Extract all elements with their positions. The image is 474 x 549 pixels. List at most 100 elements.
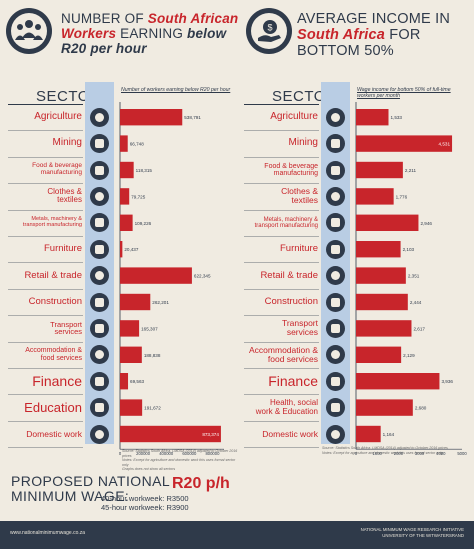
shirt-icon bbox=[326, 186, 345, 206]
sector-label-line: work & Education bbox=[255, 406, 318, 416]
x-tick-label: 200000 bbox=[136, 451, 151, 455]
footer: www.nationalminimumwage.co.za NATIONAL M… bbox=[0, 521, 474, 549]
icon-glyph bbox=[95, 165, 104, 175]
icon-glyph bbox=[331, 403, 340, 413]
left-sector-header: SECTOR bbox=[36, 88, 102, 105]
left-header-rule bbox=[8, 104, 83, 105]
money-icon bbox=[90, 371, 109, 391]
bar bbox=[120, 267, 192, 284]
icon-glyph bbox=[95, 350, 104, 360]
sector-label-line: manufacturing bbox=[40, 169, 82, 176]
icon-glyph bbox=[331, 376, 340, 386]
sector-label-line: Transport bbox=[50, 319, 82, 329]
x-tick-label: 5000 bbox=[457, 451, 467, 455]
bar-value-label: 873,374 bbox=[202, 432, 219, 437]
right-sector-label: Construction bbox=[238, 297, 318, 307]
bar bbox=[356, 267, 406, 284]
bar-value-label: 4,531 bbox=[439, 142, 451, 147]
sector-label-line: Metals, machinery & bbox=[31, 215, 82, 222]
icon-glyph bbox=[95, 323, 104, 333]
left-bar-chart: 538,791 66,748 118,315 79,725 109,226 20,437 6… bbox=[119, 102, 224, 455]
right-sector-label: Clothes & textiles bbox=[238, 187, 318, 205]
truck-icon bbox=[90, 318, 109, 338]
bar-value-label: 2,680 bbox=[415, 406, 427, 411]
mining-helmet-icon bbox=[90, 134, 109, 154]
row-divider bbox=[244, 130, 319, 132]
left-sector-label: Domestic work bbox=[2, 429, 82, 439]
truck-icon bbox=[326, 318, 345, 338]
sector-label-line: Agriculture bbox=[34, 110, 82, 122]
icon-glyph bbox=[331, 350, 340, 360]
bar-value-label: 191,672 bbox=[144, 406, 161, 411]
bar bbox=[356, 399, 413, 416]
bar bbox=[356, 373, 440, 390]
workers-group-icon bbox=[6, 8, 52, 54]
hardhat-icon bbox=[90, 292, 109, 312]
cutlery-icon bbox=[326, 160, 345, 180]
icon-glyph bbox=[331, 165, 340, 175]
bar bbox=[120, 320, 140, 337]
right-sector-header: SECTOR bbox=[272, 88, 338, 105]
row-divider bbox=[244, 288, 319, 290]
bar bbox=[356, 109, 389, 126]
shirt-icon bbox=[90, 186, 109, 206]
row-divider bbox=[8, 341, 83, 343]
icon-glyph bbox=[331, 244, 340, 254]
bar-value-label: 109,226 bbox=[135, 221, 152, 226]
sector-label-line: textiles bbox=[57, 195, 82, 205]
icon-glyph bbox=[95, 403, 104, 413]
sector-label-line: textiles bbox=[291, 195, 318, 206]
sector-label-line: Finance bbox=[32, 372, 82, 389]
bar-value-label: 538,791 bbox=[184, 115, 201, 120]
x-tick-label: 400000 bbox=[159, 451, 174, 455]
bar-value-label: 66,748 bbox=[130, 142, 144, 147]
left-sector-label: Education bbox=[2, 401, 82, 415]
right-sector-label: Finance bbox=[238, 374, 318, 389]
sector-label-line: Education bbox=[24, 399, 82, 415]
left-sector-label: Mining bbox=[2, 138, 82, 149]
row-divider bbox=[8, 130, 83, 132]
bar bbox=[120, 346, 142, 363]
money-icon bbox=[326, 371, 345, 391]
sector-label-line: manufacturing bbox=[273, 169, 318, 177]
left-sector-label: Construction bbox=[2, 297, 82, 307]
sector-label-line: Finance bbox=[268, 372, 318, 389]
x-tick-label: 0 bbox=[355, 451, 358, 455]
sector-label-line: services bbox=[286, 327, 318, 338]
sector-label-line: food services bbox=[40, 354, 82, 362]
row-divider bbox=[8, 315, 83, 317]
right-title: AVERAGE INCOME IN South Africa FOR BOTTO… bbox=[297, 11, 450, 59]
row-divider bbox=[8, 288, 83, 290]
bar-value-label: 2,129 bbox=[403, 353, 415, 358]
left-sector-label: Clothes & textiles bbox=[2, 187, 82, 205]
bar-value-label: 2,617 bbox=[413, 326, 425, 331]
left-sector-label: Food & beverage manufacturing bbox=[2, 162, 82, 177]
sector-label-line: transport manufacturing bbox=[254, 222, 318, 229]
sector-label-line: Furniture bbox=[279, 243, 318, 255]
bar bbox=[120, 373, 129, 390]
left-sector-label: Accommodation & food services bbox=[2, 347, 82, 362]
icon-glyph bbox=[95, 191, 104, 201]
right-sector-label: Retail & trade bbox=[238, 270, 318, 281]
right-sector-label: Metals, machinery & transport manufacturi… bbox=[238, 217, 318, 230]
icon-glyph bbox=[331, 323, 340, 333]
bar-value-label: 69,563 bbox=[130, 379, 144, 384]
sector-label-line: Domestic work bbox=[262, 428, 318, 439]
left-sector-label: Agriculture bbox=[2, 110, 82, 123]
bar-value-label: 2,444 bbox=[410, 300, 422, 305]
row-divider bbox=[244, 183, 319, 185]
broom-icon bbox=[90, 424, 109, 444]
wheat-icon bbox=[326, 107, 345, 127]
x-tick-label: 1000 bbox=[373, 451, 383, 455]
x-tick-label: 800000 bbox=[205, 451, 220, 455]
sector-label-line: services bbox=[54, 327, 82, 337]
bar bbox=[356, 320, 412, 337]
bar bbox=[120, 293, 151, 311]
row-divider bbox=[8, 447, 83, 449]
left-title: NUMBER OF South African Workers EARNING … bbox=[61, 11, 239, 56]
bar-value-label: 79,725 bbox=[131, 194, 145, 199]
right-bar-chart: 1,533 4,531 2,211 1,776 2,946 2,103 2,351 2,444… bbox=[355, 102, 467, 455]
right-sector-label: Agriculture bbox=[238, 111, 318, 123]
row-divider bbox=[8, 368, 83, 369]
